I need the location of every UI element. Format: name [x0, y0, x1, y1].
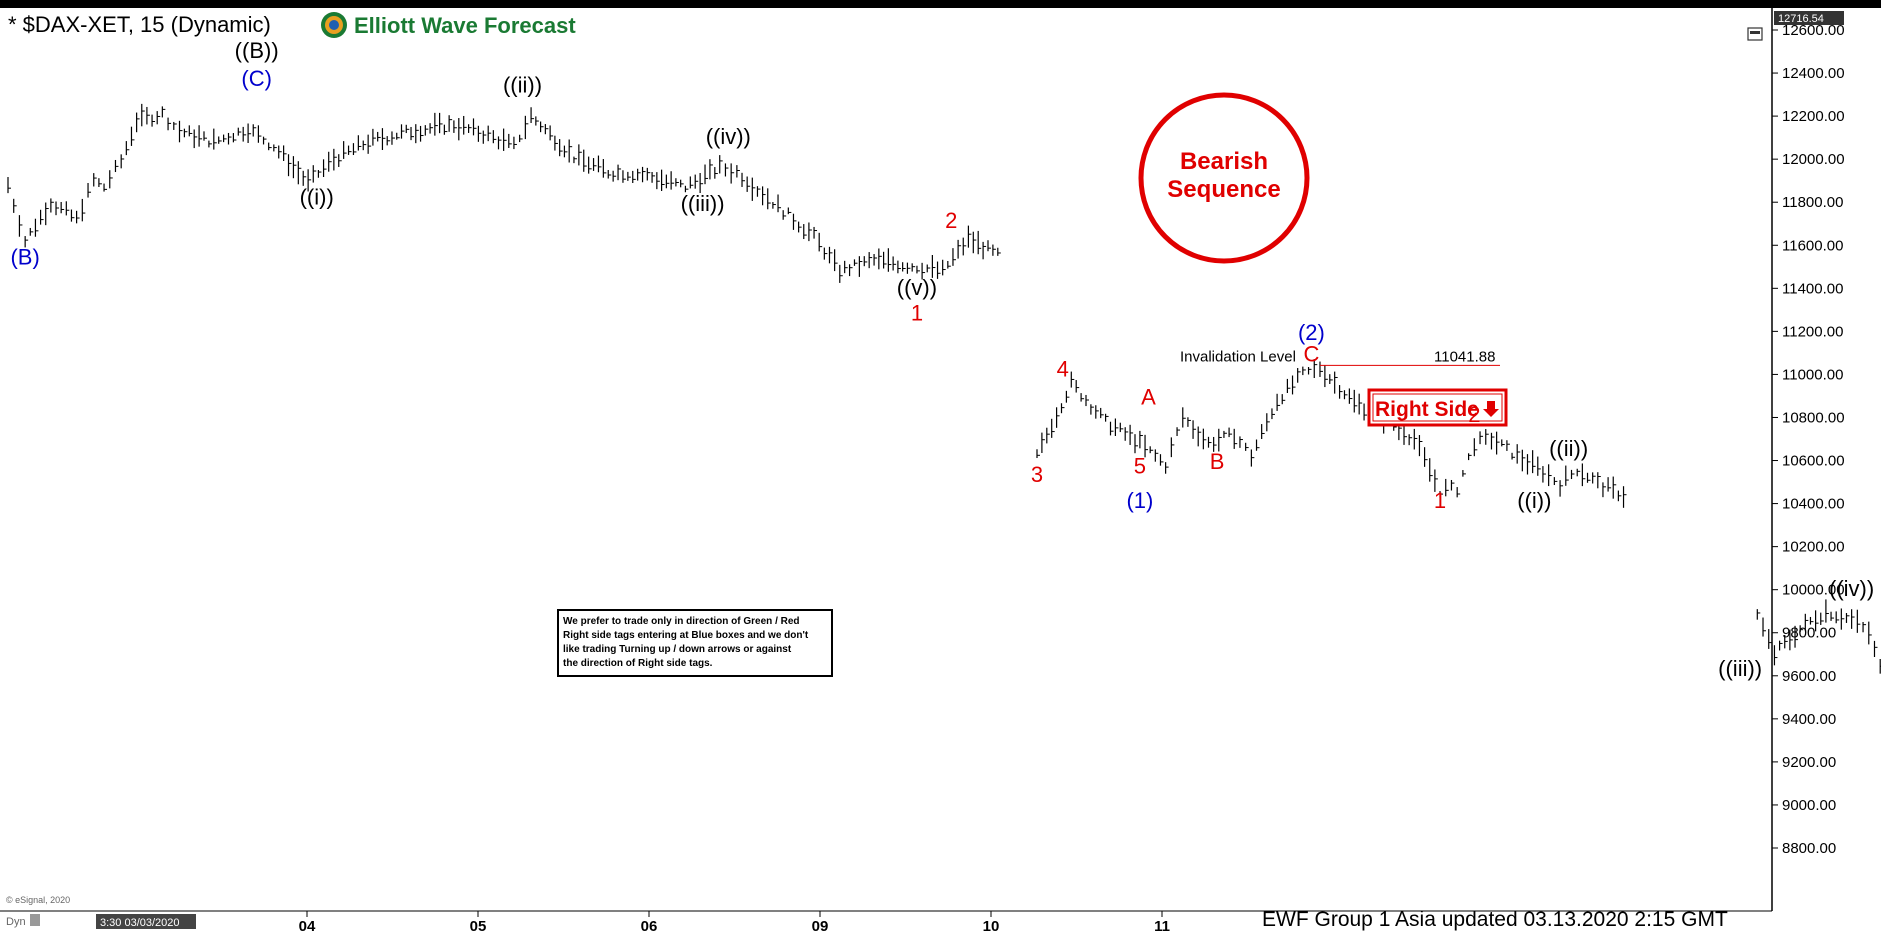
price-tick-label: 12400.00	[1782, 65, 1845, 82]
wave-label: 5	[1134, 453, 1146, 478]
wave-label: (1)	[1126, 488, 1153, 513]
price-tick-label: 9400.00	[1782, 711, 1836, 728]
price-chart[interactable]: * $DAX-XET, 15 (Dynamic) Elliott Wave Fo…	[0, 8, 1881, 941]
wave-label: 1	[1434, 488, 1446, 513]
brand-name: Elliott Wave Forecast	[354, 13, 576, 38]
timestamp-box	[96, 914, 196, 929]
price-tick-label: 10200.00	[1782, 539, 1845, 556]
wave-label: ((iii))	[1718, 656, 1762, 681]
wave-label: ((ii))	[503, 72, 542, 97]
price-tick-label: 11400.00	[1782, 280, 1843, 297]
wave-label: ((ii))	[1549, 436, 1588, 461]
wave-label: ((i))	[1517, 488, 1551, 513]
wave-label: 3	[1031, 462, 1043, 487]
dyn-label: Dyn	[6, 916, 26, 928]
time-tick-label: 05	[470, 918, 487, 935]
time-tick-label: 04	[299, 918, 316, 935]
note-line: the direction of Right side tags.	[563, 658, 713, 669]
current-price-box	[1774, 11, 1844, 25]
price-tick-label: 9200.00	[1782, 754, 1836, 771]
wave-label: ((i))	[300, 184, 334, 209]
wave-label: 2	[1468, 402, 1480, 427]
price-tick-label: 10400.00	[1782, 496, 1845, 513]
price-bars	[7, 103, 1881, 674]
price-tick-label: 12200.00	[1782, 108, 1845, 125]
time-tick-label: 10	[983, 918, 1000, 935]
trading-note-box: We prefer to trade only in direction of …	[557, 609, 833, 677]
wave-label: A	[1141, 385, 1156, 410]
brand-logo-icon	[321, 12, 347, 38]
wave-label: ((iv))	[1829, 576, 1874, 601]
wave-labels: ((B)) ((i)) ((ii)) ((iii)) ((iv)) ((v)) ((ii))…	[10, 38, 1874, 681]
time-tick-label: 11	[1154, 918, 1170, 935]
top-border	[0, 0, 1881, 8]
wave-label: (B)	[10, 245, 39, 270]
time-tick-label: 06	[641, 918, 658, 935]
arrow-down-icon	[1483, 401, 1499, 417]
price-tick-label: 11800.00	[1782, 194, 1843, 211]
scroll-left-icon[interactable]	[30, 914, 40, 926]
price-tick-label: 11000.00	[1782, 366, 1843, 383]
wave-label: ((v))	[897, 275, 937, 300]
wave-label: B	[1210, 449, 1225, 474]
right-side-label: Right Side	[1375, 398, 1479, 421]
wave-label: ((iii))	[681, 191, 725, 216]
note-line: like trading Turning up / down arrows or…	[563, 644, 792, 655]
chart-title: * $DAX-XET, 15 (Dynamic)	[8, 12, 271, 37]
badge-line-1: Bearish	[1180, 148, 1268, 175]
wave-label: C	[1303, 342, 1319, 367]
footer-text: EWF Group 1 Asia updated 03.13.2020 2:15…	[1262, 908, 1728, 931]
wave-label: ((iv))	[706, 124, 751, 149]
invalidation-label: Invalidation Level	[1180, 348, 1296, 365]
price-tick-label: 9600.00	[1782, 668, 1836, 685]
wave-label: (C)	[241, 66, 272, 91]
right-side-tag: Right Side	[1367, 388, 1508, 427]
wave-label: 1	[911, 301, 923, 326]
price-tick-label: 10600.00	[1782, 453, 1845, 470]
price-tick-label: 8800.00	[1782, 840, 1836, 857]
wave-label: ((B))	[235, 38, 279, 63]
price-tick-label: 10000.00	[1782, 582, 1845, 599]
price-tick-label: 9000.00	[1782, 797, 1836, 814]
price-axis: 12600.00 12400.00 12200.00 12000.00 11800.00…	[1772, 22, 1845, 857]
wave-label: 4	[1057, 357, 1069, 382]
wave-label: 2	[945, 208, 957, 233]
price-tick-label: 12600.00	[1782, 22, 1845, 39]
price-tick-label: 12000.00	[1782, 151, 1845, 168]
time-axis: 04 05 06 09 10 11	[299, 911, 1170, 935]
current-price-label: 12716.54	[1778, 13, 1824, 25]
window-icon[interactable]	[1747, 27, 1763, 41]
bearish-sequence-badge: Bearish Sequence	[1138, 92, 1310, 264]
price-tick-label: 11200.00	[1782, 323, 1843, 340]
wave-label: (2)	[1298, 320, 1325, 345]
note-line: We prefer to trade only in direction of …	[563, 616, 800, 627]
badge-line-2: Sequence	[1167, 176, 1280, 203]
copyright: © eSignal, 2020	[6, 895, 70, 905]
note-line: Right side tags entering at Blue boxes a…	[563, 630, 809, 641]
time-tick-label: 09	[812, 918, 829, 935]
invalidation-value: 11041.88	[1434, 348, 1495, 365]
price-tick-label: 10800.00	[1782, 409, 1845, 426]
timestamp-label: 3:30 03/03/2020	[100, 917, 180, 929]
price-tick-label: 11600.00	[1782, 237, 1843, 254]
